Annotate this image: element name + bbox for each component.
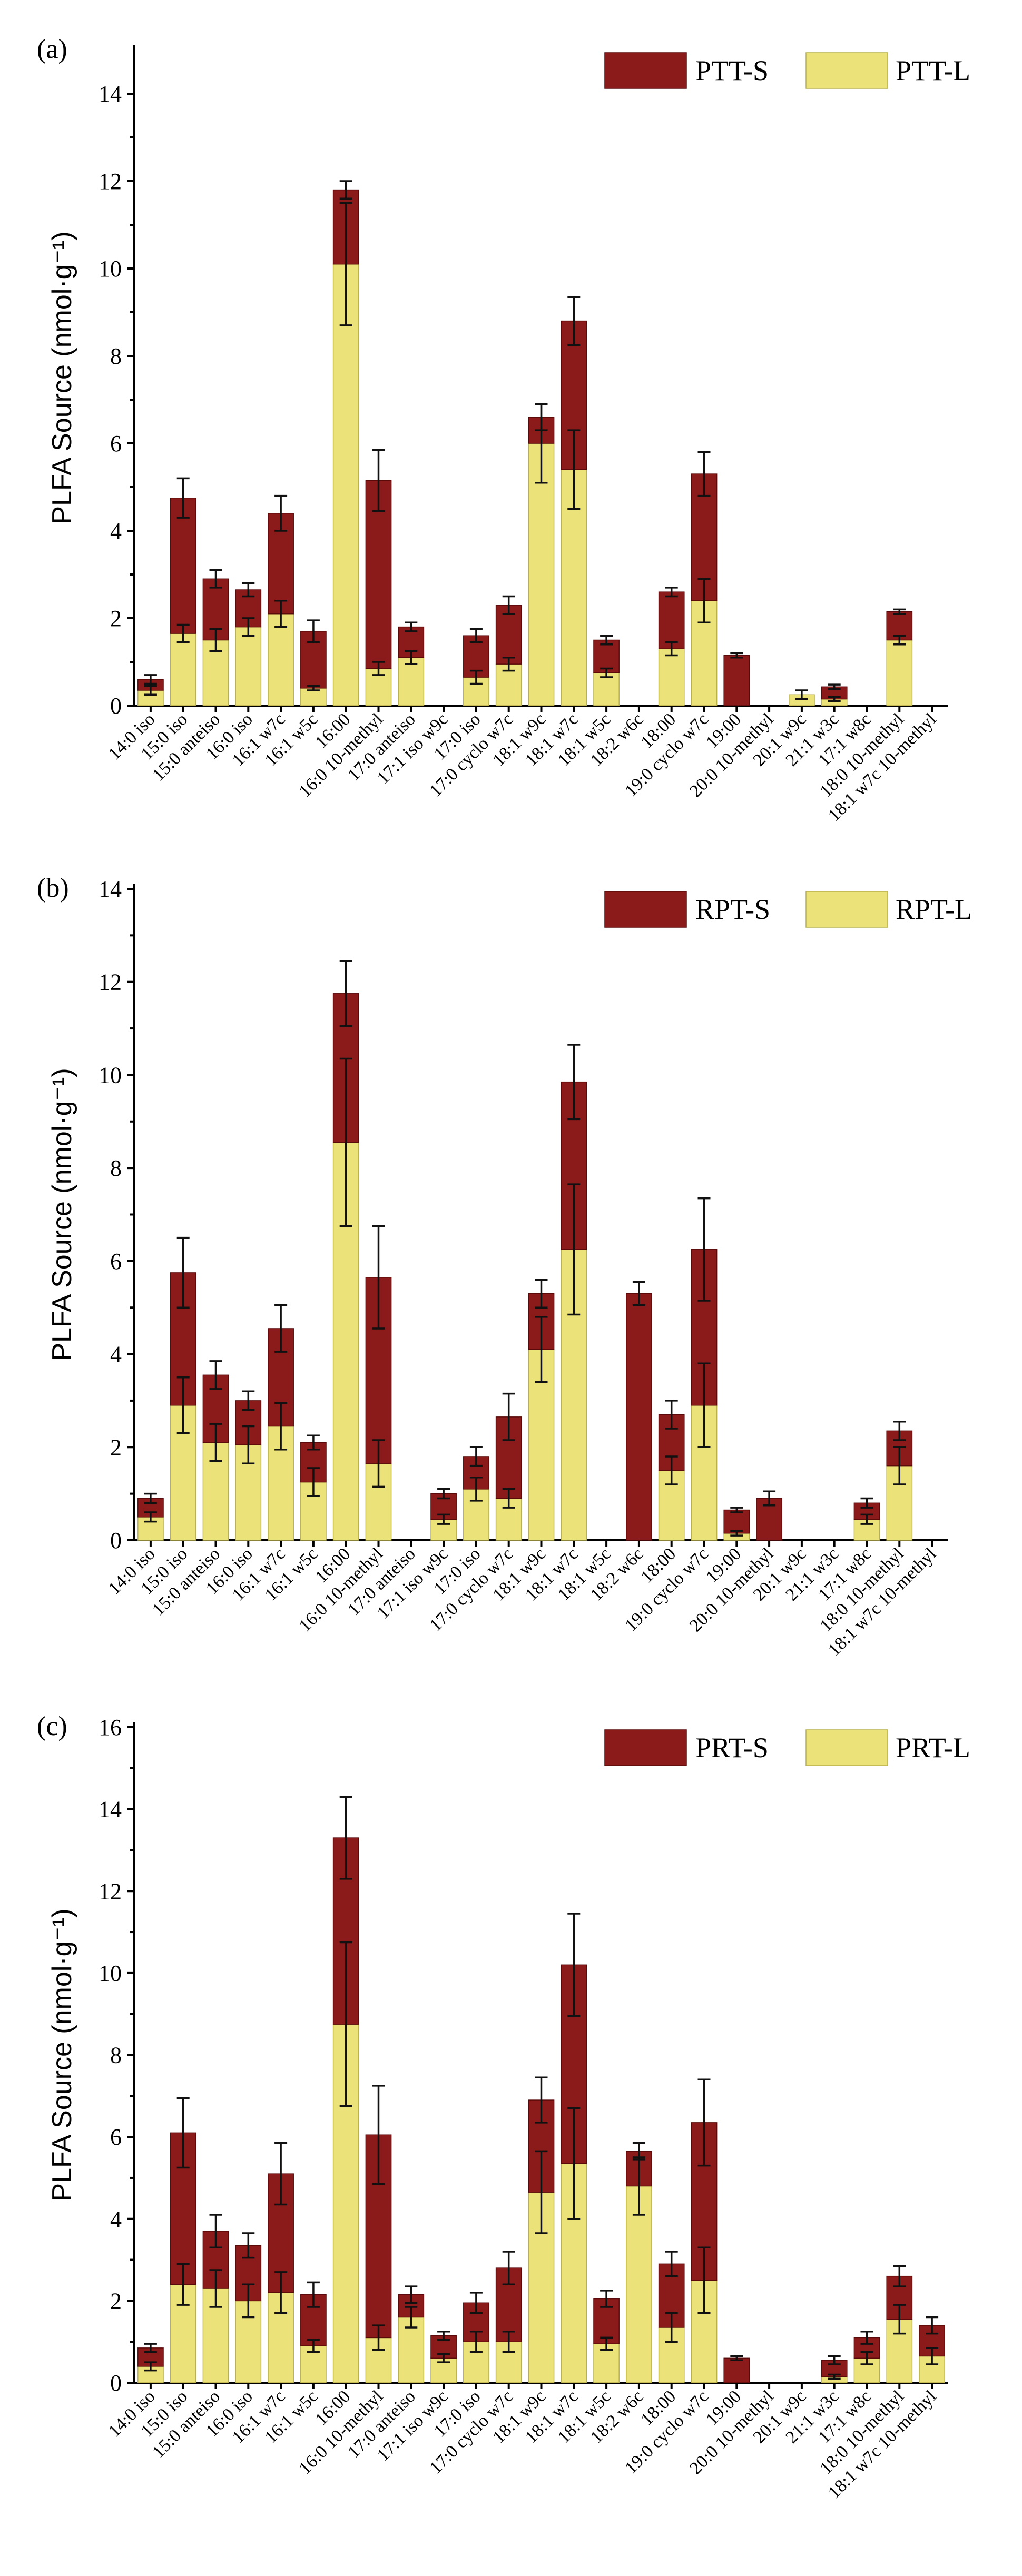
y-tick-label: 12 bbox=[99, 169, 122, 194]
bar-prt-l bbox=[463, 2341, 489, 2383]
legend-label-rpt-l: RPT-L bbox=[896, 894, 972, 925]
legend-swatch-ptt-s bbox=[604, 52, 687, 89]
y-tick-label: 0 bbox=[110, 693, 122, 719]
bar-ptt-l bbox=[658, 648, 685, 706]
bar-ptt-l bbox=[593, 672, 620, 706]
y-tick-label: 16 bbox=[99, 1715, 122, 1740]
y-tick-label: 2 bbox=[110, 606, 122, 631]
bar-prt-l bbox=[691, 2280, 718, 2383]
y-tick-label: 4 bbox=[110, 518, 122, 544]
legend-swatch-rpt-l bbox=[805, 891, 888, 928]
legend-swatch-prt-s bbox=[604, 1729, 687, 1766]
bar-prt-l bbox=[430, 2357, 457, 2383]
y-tick-label: 6 bbox=[110, 2124, 122, 2150]
bar-rpt-s bbox=[626, 1293, 652, 1541]
y-tick-label: 10 bbox=[99, 1960, 122, 1986]
legend: RPT-S RPT-L bbox=[604, 891, 972, 928]
chart-panel-b: (b)PLFA Source (nmol·g⁻¹)0246810121414:0… bbox=[37, 873, 972, 1660]
y-tick-label: 4 bbox=[110, 1342, 122, 1368]
bar-ptt-l bbox=[886, 639, 913, 706]
legend-label-rpt-s: RPT-S bbox=[695, 894, 770, 925]
legend: PRT-S PRT-L bbox=[604, 1729, 970, 1766]
y-tick-label: 2 bbox=[110, 1434, 122, 1460]
y-tick-label: 4 bbox=[110, 2206, 122, 2232]
y-tick-label: 14 bbox=[99, 81, 122, 107]
legend-label-ptt-l: PTT-L bbox=[896, 55, 970, 86]
y-tick-label: 14 bbox=[99, 1797, 122, 1822]
legend-swatch-prt-l bbox=[805, 1729, 888, 1766]
legend-label-prt-s: PRT-S bbox=[695, 1732, 769, 1763]
chart-panel-c: (c)PLFA Source (nmol·g⁻¹)024681012141614… bbox=[37, 1711, 970, 2502]
bar-ptt-s bbox=[723, 655, 750, 706]
legend-swatch-rpt-s bbox=[604, 891, 687, 928]
y-axis-title: PLFA Source (nmol·g⁻¹) bbox=[47, 1068, 77, 1361]
y-tick-label: 8 bbox=[110, 2043, 122, 2068]
chart-panel-a: (a)PLFA Source (nmol·g⁻¹)0246810121414:0… bbox=[37, 34, 970, 825]
bar-prt-s bbox=[723, 2357, 750, 2383]
legend-label-ptt-s: PTT-S bbox=[695, 55, 769, 86]
y-tick-label: 6 bbox=[110, 1249, 122, 1274]
bar-ptt-l bbox=[268, 613, 294, 706]
bar-ptt-s bbox=[170, 498, 196, 634]
panel-label: (a) bbox=[37, 34, 67, 64]
y-axis-title: PLFA Source (nmol·g⁻¹) bbox=[47, 231, 77, 524]
bar-ptt-l bbox=[528, 443, 555, 706]
bar-ptt-s bbox=[495, 605, 522, 665]
bar-rpt-s bbox=[723, 1509, 750, 1534]
bar-ptt-l bbox=[332, 263, 359, 706]
y-axis-title: PLFA Source (nmol·g⁻¹) bbox=[47, 1908, 77, 2201]
panel-label: (b) bbox=[37, 873, 69, 903]
bar-ptt-l bbox=[235, 626, 262, 706]
bar-ptt-l bbox=[398, 657, 425, 706]
y-tick-label: 14 bbox=[99, 876, 122, 902]
y-tick-label: 8 bbox=[110, 343, 122, 369]
legend: PTT-S PTT-L bbox=[604, 52, 970, 89]
y-tick-label: 2 bbox=[110, 2288, 122, 2314]
y-tick-label: 0 bbox=[110, 1528, 122, 1553]
y-tick-label: 10 bbox=[99, 256, 122, 282]
bar-prt-l bbox=[626, 2185, 652, 2383]
panel-label: (c) bbox=[37, 1711, 67, 1741]
y-tick-label: 10 bbox=[99, 1062, 122, 1088]
legend-swatch-ptt-l bbox=[805, 52, 888, 89]
y-tick-label: 8 bbox=[110, 1155, 122, 1181]
bar-ptt-l bbox=[170, 633, 196, 706]
y-tick-label: 0 bbox=[110, 2370, 122, 2396]
legend-label-prt-l: PRT-L bbox=[896, 1732, 970, 1763]
y-tick-label: 12 bbox=[99, 1878, 122, 1904]
bar-ptt-s bbox=[658, 591, 685, 649]
y-tick-label: 6 bbox=[110, 431, 122, 457]
y-tick-label: 12 bbox=[99, 969, 122, 995]
